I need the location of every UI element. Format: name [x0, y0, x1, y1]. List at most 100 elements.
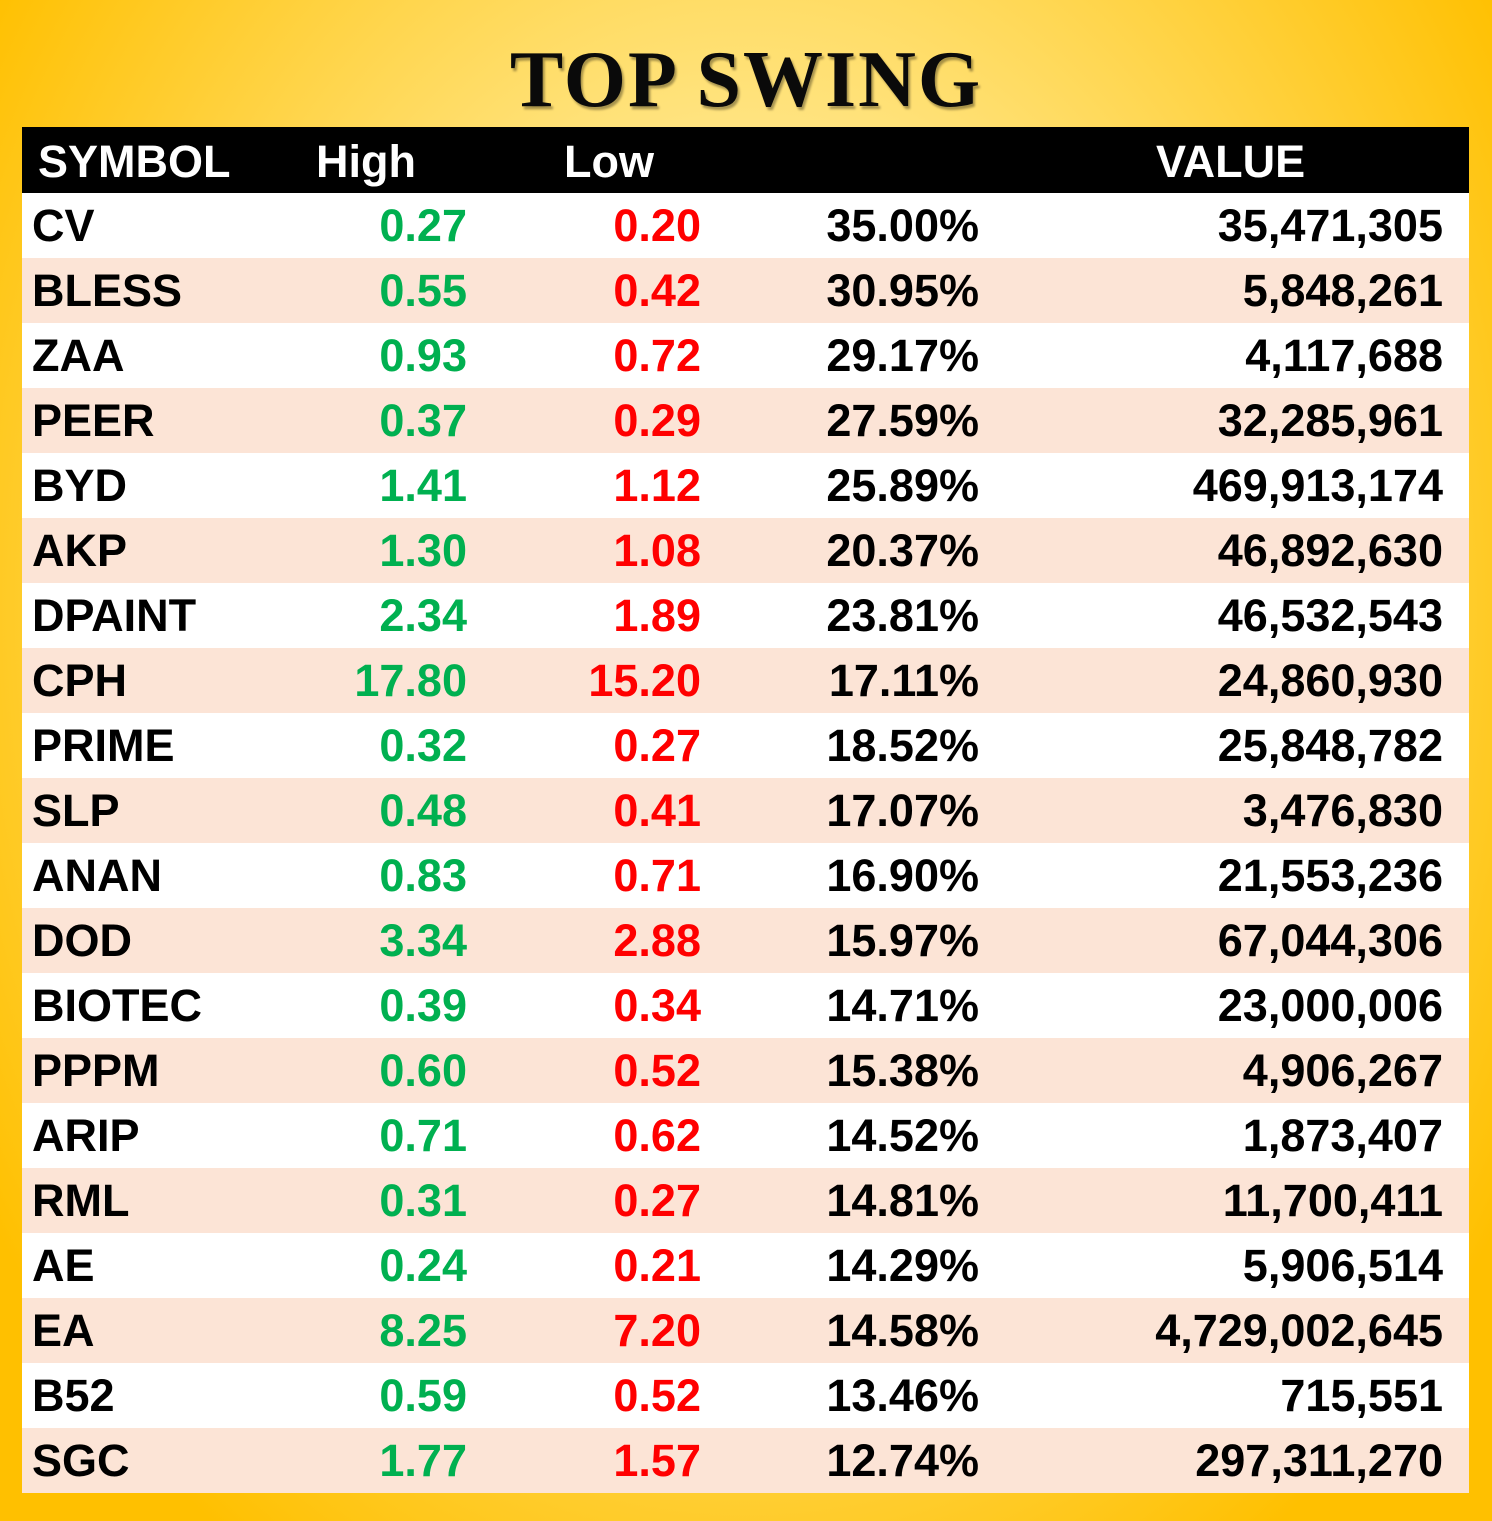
- cell-high: 0.24: [379, 1240, 467, 1291]
- cell-low: 15.20: [588, 655, 701, 706]
- table-row: EA 8.25 7.20 14.58% 4,729,002,645: [22, 1298, 1469, 1363]
- cell-high: 0.31: [379, 1175, 467, 1226]
- cell-pct: 15.97%: [826, 915, 979, 966]
- cell-high: 0.93: [379, 330, 467, 381]
- cell-high: 0.32: [379, 720, 467, 771]
- cell-symbol: AKP: [32, 525, 128, 576]
- table-row: AE 0.24 0.21 14.29% 5,906,514: [22, 1233, 1469, 1298]
- table-row: PRIME 0.32 0.27 18.52% 25,848,782: [22, 713, 1469, 778]
- cell-low: 1.08: [613, 525, 701, 576]
- cell-pct: 29.17%: [826, 330, 979, 381]
- cell-symbol: AE: [32, 1240, 95, 1291]
- cell-high: 0.37: [379, 395, 467, 446]
- cell-symbol: BLESS: [32, 265, 183, 316]
- table-row: DOD 3.34 2.88 15.97% 67,044,306: [22, 908, 1469, 973]
- cell-pct: 35.00%: [826, 200, 979, 251]
- cell-symbol: BIOTEC: [32, 980, 203, 1031]
- cell-symbol: PEER: [32, 395, 155, 446]
- cell-low: 0.41: [613, 785, 701, 836]
- cell-low: 0.62: [613, 1110, 701, 1161]
- cell-pct: 15.38%: [826, 1045, 979, 1096]
- table-row: RML 0.31 0.27 14.81% 11,700,411: [22, 1168, 1469, 1233]
- cell-value: 46,532,543: [1217, 590, 1443, 641]
- table-row: SLP 0.48 0.41 17.07% 3,476,830: [22, 778, 1469, 843]
- cell-high: 2.34: [379, 590, 467, 641]
- header-high: High: [316, 136, 416, 187]
- cell-low: 1.57: [613, 1435, 701, 1486]
- cell-low: 1.89: [613, 590, 701, 641]
- cell-high: 0.27: [379, 200, 467, 251]
- cell-value: 3,476,830: [1242, 785, 1443, 836]
- cell-high: 1.77: [379, 1435, 467, 1486]
- cell-pct: 17.11%: [828, 655, 979, 706]
- cell-symbol: RML: [32, 1175, 130, 1226]
- cell-value: 35,471,305: [1217, 200, 1443, 251]
- cell-high: 0.59: [379, 1370, 467, 1421]
- cell-low: 0.34: [613, 980, 701, 1031]
- table-row: DPAINT 2.34 1.89 23.81% 46,532,543: [22, 583, 1469, 648]
- cell-value: 4,729,002,645: [1155, 1305, 1443, 1356]
- cell-low: 0.29: [613, 395, 701, 446]
- cell-low: 0.27: [613, 720, 701, 771]
- cell-high: 0.71: [379, 1110, 467, 1161]
- page-title: TOP SWING: [509, 36, 983, 124]
- cell-symbol: BYD: [32, 460, 128, 511]
- table-row: BLESS 0.55 0.42 30.95% 5,848,261: [22, 258, 1469, 323]
- cell-value: 297,311,270: [1195, 1435, 1443, 1486]
- cell-value: 32,285,961: [1217, 395, 1443, 446]
- cell-pct: 14.52%: [826, 1110, 979, 1161]
- cell-low: 2.88: [613, 915, 701, 966]
- cell-low: 0.52: [613, 1045, 701, 1096]
- table-row: AKP 1.30 1.08 20.37% 46,892,630: [22, 518, 1469, 583]
- cell-value: 4,906,267: [1242, 1045, 1443, 1096]
- header-symbol: SYMBOL: [38, 136, 231, 187]
- cell-value: 23,000,006: [1217, 980, 1443, 1031]
- cell-value: 5,906,514: [1242, 1240, 1443, 1291]
- cell-value: 1,873,407: [1242, 1110, 1443, 1161]
- cell-value: 24,860,930: [1217, 655, 1443, 706]
- cell-value: 715,551: [1280, 1370, 1443, 1421]
- cell-pct: 18.52%: [826, 720, 979, 771]
- cell-low: 0.27: [613, 1175, 701, 1226]
- cell-pct: 17.07%: [826, 785, 979, 836]
- cell-high: 3.34: [379, 915, 467, 966]
- cell-pct: 20.37%: [826, 525, 979, 576]
- cell-low: 0.20: [613, 200, 701, 251]
- table-row: PEER 0.37 0.29 27.59% 32,285,961: [22, 388, 1469, 453]
- cell-high: 0.60: [379, 1045, 467, 1096]
- cell-symbol: PPPM: [32, 1045, 160, 1096]
- cell-pct: 23.81%: [826, 590, 979, 641]
- cell-high: 17.80: [354, 655, 467, 706]
- table-row: PPPM 0.60 0.52 15.38% 4,906,267: [22, 1038, 1469, 1103]
- cell-value: 4,117,688: [1245, 330, 1443, 381]
- swing-table: SYMBOL High Low VALUE CV 0.27 0.20 35.00…: [22, 127, 1469, 1493]
- table-row: ARIP 0.71 0.62 14.52% 1,873,407: [22, 1103, 1469, 1168]
- cell-low: 0.21: [613, 1240, 701, 1291]
- cell-symbol: PRIME: [32, 720, 175, 771]
- cell-symbol: ANAN: [32, 850, 162, 901]
- cell-pct: 12.74%: [826, 1435, 979, 1486]
- cell-value: 469,913,174: [1192, 460, 1443, 511]
- table-row: BIOTEC 0.39 0.34 14.71% 23,000,006: [22, 973, 1469, 1038]
- cell-symbol: CV: [32, 200, 95, 251]
- table-row: B52 0.59 0.52 13.46% 715,551: [22, 1363, 1469, 1428]
- cell-symbol: ZAA: [32, 330, 125, 381]
- cell-symbol: DPAINT: [32, 590, 197, 641]
- cell-pct: 16.90%: [826, 850, 979, 901]
- cell-high: 0.55: [379, 265, 467, 316]
- cell-pct: 27.59%: [826, 395, 979, 446]
- cell-pct: 14.71%: [826, 980, 979, 1031]
- cell-high: 0.39: [379, 980, 467, 1031]
- table-row: ZAA 0.93 0.72 29.17% 4,117,688: [22, 323, 1469, 388]
- cell-low: 0.42: [613, 265, 701, 316]
- table-header: SYMBOL High Low VALUE: [22, 127, 1469, 193]
- cell-value: 25,848,782: [1217, 720, 1443, 771]
- cell-value: 21,553,236: [1217, 850, 1443, 901]
- cell-symbol: ARIP: [32, 1110, 140, 1161]
- cell-value: 67,044,306: [1217, 915, 1443, 966]
- cell-pct: 14.29%: [826, 1240, 979, 1291]
- cell-symbol: SGC: [32, 1435, 130, 1486]
- cell-low: 0.72: [613, 330, 701, 381]
- cell-symbol: EA: [32, 1305, 95, 1356]
